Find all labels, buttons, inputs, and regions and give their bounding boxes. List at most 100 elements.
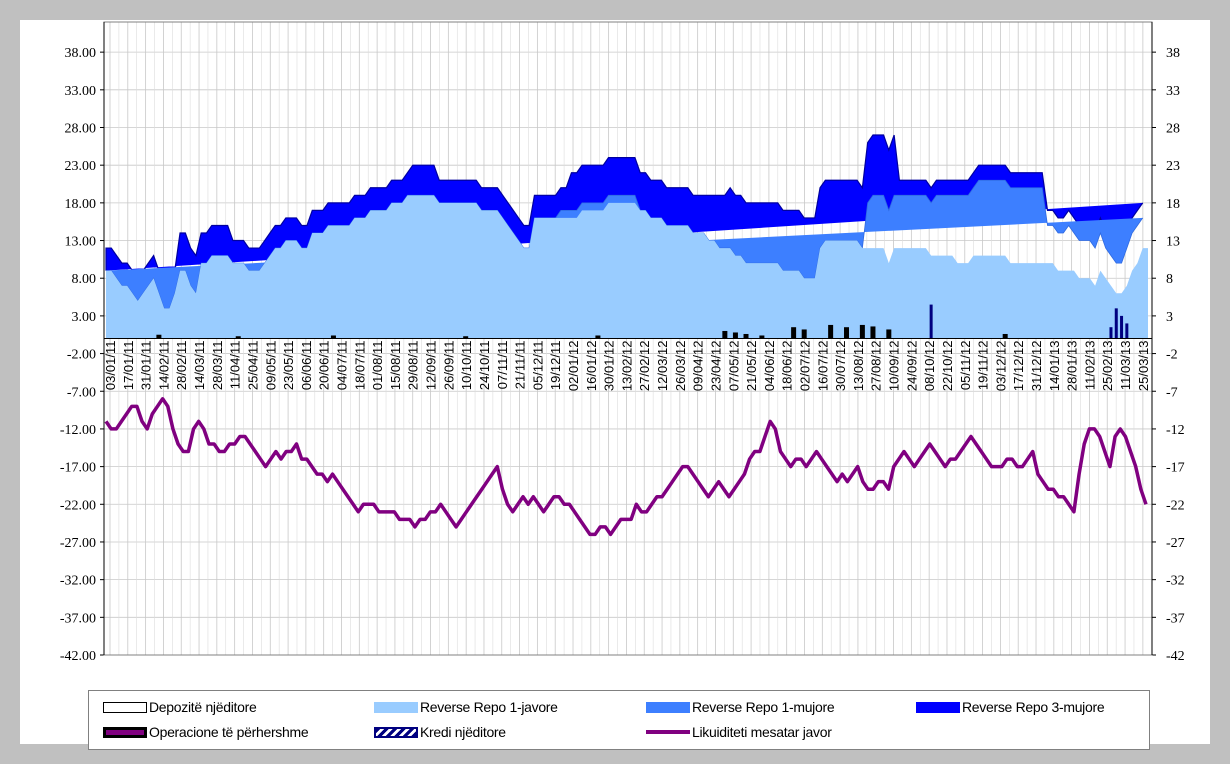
legend-swatch-rr1j [374,701,418,713]
x-tick-label: 05/12/11 [530,341,545,391]
spike-kredi [1120,315,1124,339]
spike-operacione [156,334,162,339]
y-tick-label-right: -27 [1166,536,1185,551]
spike-operacione [463,336,469,339]
x-tick-label: 16/01/12 [584,341,599,392]
x-tick-label: 11/04/11 [228,341,243,390]
spike-kredi [1109,327,1113,339]
spike-operacione [330,335,336,339]
x-tick-label: 27/08/12 [869,341,884,392]
x-tick-label: 25/03/13 [1136,341,1151,392]
y-tick-label-right: 13 [1166,235,1180,250]
legend-item-kredi: Kredi njëditore [374,722,506,742]
x-tick-label: 10/10/11 [459,341,474,391]
x-tick-label: 26/09/11 [441,341,456,391]
spike-operacione [722,330,728,339]
line-likuiditeti-mesatar-javor [104,397,1148,537]
legend-swatch-depozite [103,701,147,713]
x-tick-label: 26/03/12 [673,341,688,392]
spike-operacione [235,336,241,339]
x-tick-label: 15/08/11 [388,341,403,391]
y-tick-label-right: 33 [1166,84,1180,99]
x-tick-label: 14/02/11 [156,341,171,391]
y-tick-label-right: -42 [1166,649,1185,664]
legend-item-rr1m: Reverse Repo 1-mujore [646,697,835,717]
chart-panel [20,20,1210,744]
y-tick-label-right: 23 [1166,159,1180,174]
x-tick-label: 25/02/13 [1100,341,1115,392]
spike-kredi [1125,323,1129,339]
legend-swatch-rr3m [916,701,960,713]
x-tick-label: 29/08/11 [406,341,421,391]
y-axis-right-ticks: 38 33 28 23 18 13 8 3 -2 -7 -12 -17 -22 -27 -32 -37 -42 [1166,46,1185,664]
x-tick-label: 28/03/11 [210,341,225,391]
legend-label-likuiditeti: Likuiditeti mesatar javor [692,724,832,740]
y-tick-label-right: -22 [1166,498,1185,513]
legend-item-depozite: Depozitë njëditore [103,697,257,717]
x-tick-label: 19/12/11 [548,341,563,391]
x-tick-label: 27/02/12 [637,341,652,392]
x-tick-label: 28/01/13 [1065,341,1080,392]
y-tick-label-right: -37 [1166,611,1185,626]
legend-swatch-rr1m [646,701,690,713]
x-tick-label: 10/09/12 [887,341,902,392]
x-tick-label: 30/07/12 [833,341,848,392]
spike-operacione [595,335,601,339]
spike-series [156,304,1129,339]
y-tick-label-right: -17 [1166,461,1185,476]
liquidity-line-group [104,397,1148,537]
spike-operacione [801,329,807,339]
x-tick-label: 30/01/12 [602,341,617,392]
legend-swatch-operacione [103,726,147,738]
y-tick-label-left: -2.00 [67,348,96,363]
y-tick-label-left: 13.00 [65,235,97,250]
y-tick-label-left: 38.00 [65,46,97,61]
spike-operacione [859,324,865,339]
legend-label-depozite: Depozitë njëditore [149,699,257,715]
x-tick-label: 03/12/12 [993,341,1008,392]
spike-kredi [929,304,933,339]
x-tick-label: 14/03/11 [192,341,207,391]
y-tick-label-right: 3 [1166,310,1173,325]
y-tick-label-left: -7.00 [67,385,96,400]
y-tick-label-left: -32.00 [60,574,96,589]
y-tick-label-left: 28.00 [65,122,97,137]
x-tick-label: 24/10/11 [477,341,492,391]
x-tick-label: 09/05/11 [263,341,278,391]
legend-label-kredi: Kredi njëditore [420,724,506,740]
x-tick-label: 13/02/12 [619,341,634,392]
x-tick-label: 17/12/12 [1011,341,1026,392]
x-tick-label: 08/10/12 [922,341,937,392]
x-tick-label: 13/08/12 [851,341,866,392]
spike-operacione [743,333,749,339]
spike-operacione [791,327,797,339]
legend-item-operacione: Operacione të përhershme [103,722,309,742]
y-tick-label-left: 18.00 [65,197,97,212]
x-tick-label: 09/04/12 [691,341,706,392]
spike-operacione [1002,333,1008,339]
y-tick-label-right: 28 [1166,122,1180,137]
x-tick-label: 11/02/13 [1082,341,1097,391]
legend-swatch-kredi [374,726,418,738]
x-tick-label: 05/11/12 [958,341,973,391]
spike-kredi [1114,308,1118,339]
x-tick-label: 25/04/11 [245,341,260,391]
y-tick-label-left: -42.00 [60,649,96,664]
spike-operacione [870,326,876,339]
y-tick-label-right: -2 [1166,348,1178,363]
x-tick-label: 07/05/12 [726,341,741,392]
legend: Depozitë njëditore Reverse Repo 1-javore… [88,690,1150,750]
y-tick-label-left: 3.00 [72,310,97,325]
y-tick-label-right: -32 [1166,574,1185,589]
y-tick-label-left: 23.00 [65,159,97,174]
x-tick-label: 12/03/12 [655,341,670,392]
y-tick-label-left: -12.00 [60,423,96,438]
x-tick-label: 02/01/12 [566,341,581,392]
x-tick-label: 24/09/12 [904,341,919,392]
x-tick-label: 03/01/11 [103,341,118,391]
x-tick-label: 18/06/12 [780,341,795,392]
legend-item-likuiditeti: Likuiditeti mesatar javor [646,722,832,742]
y-tick-label-right: 38 [1166,46,1180,61]
spike-operacione [886,329,892,339]
